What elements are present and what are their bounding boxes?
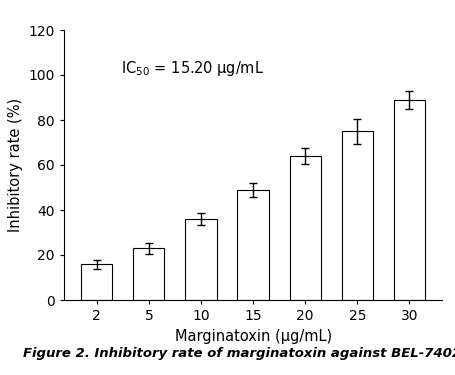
Bar	[341, 131, 372, 300]
Text: Figure 2. Inhibitory rate of marginatoxin against BEL-7402 cells.: Figure 2. Inhibitory rate of marginatoxi…	[23, 347, 455, 360]
Bar	[81, 264, 112, 300]
Text: IC$_{50}$ = 15.20 μg/mL: IC$_{50}$ = 15.20 μg/mL	[120, 59, 263, 78]
Bar	[185, 219, 216, 300]
X-axis label: Marginatoxin (μg/mL): Marginatoxin (μg/mL)	[174, 328, 331, 344]
Bar	[289, 156, 320, 300]
Bar	[237, 190, 268, 300]
Bar	[393, 100, 424, 300]
Y-axis label: Inhibitory rate (%): Inhibitory rate (%)	[8, 98, 23, 232]
Bar	[133, 248, 164, 300]
